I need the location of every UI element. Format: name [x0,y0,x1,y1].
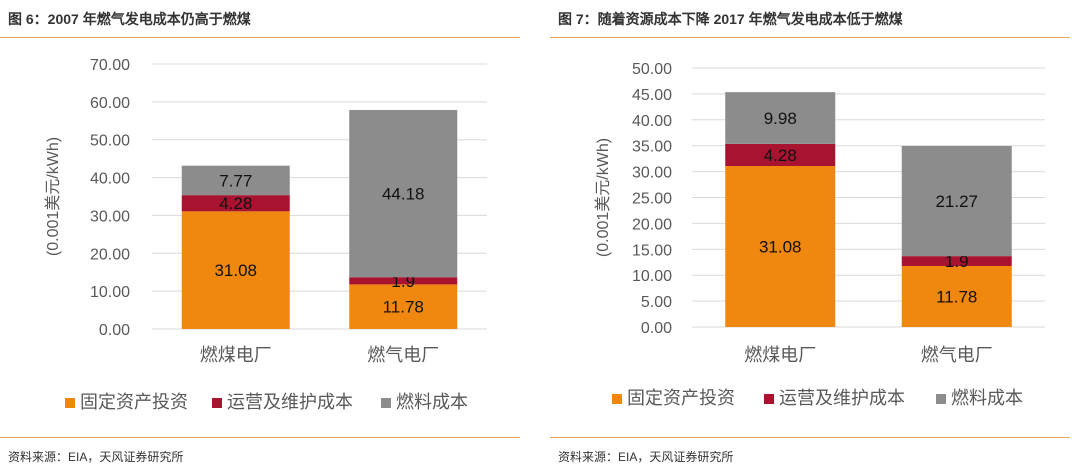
bar-segment [901,265,1012,327]
legend-swatch [381,398,391,408]
legend-entry: 固定资产投资 [80,392,188,412]
legend-swatch [212,398,222,408]
legend-swatch [764,394,774,404]
stacked-bar-chart-2017: 0.00 5.00 10.00 15.00 20.00 25.00 30.00 35.00 40… [594,61,1045,408]
y-tick-label: 10.00 [90,284,130,301]
y-tick-label: 0.00 [641,320,672,337]
bar-segment [349,277,458,285]
legend-entry: 燃料成本 [951,388,1023,408]
legend-swatch [612,394,622,404]
bar-segment [725,143,836,167]
data-label: 11.78 [383,298,424,317]
bar-segment [181,165,290,196]
y-axis-label: (0.001美元/kWh) [44,137,62,256]
data-label: 9.98 [764,109,797,128]
chart-panel-right: 图 7：随着资源成本下降 2017 年燃气发电成本低于燃煤 0.00 5.00 10… [550,0,1080,473]
source-divider [0,437,520,438]
y-tick-label: 50.00 [90,133,130,150]
x-category-label: 燃煤电厂 [744,345,816,365]
data-label: 7.77 [219,171,252,190]
stacked-bar-chart-2007: 0.00 10.00 20.00 30.00 40.00 50.00 60.00 70.00 (… [44,57,487,412]
source-note: 资料来源：EIA，天风证券研究所 [558,450,734,464]
y-tick-label: 20.00 [632,216,672,233]
data-label: 4.28 [764,146,797,165]
data-label: 31.08 [759,238,802,257]
legend-entry: 运营及维护成本 [779,388,905,408]
legend-swatch [65,398,75,408]
y-tick-label: 10.00 [632,268,672,285]
source-divider [550,437,1070,438]
bar-segment [349,109,458,278]
legend-swatch [936,394,946,404]
y-tick-label: 15.00 [632,242,672,259]
legend-entry: 运营及维护成本 [227,392,353,412]
bar-segment [901,145,1012,257]
x-category-label: 燃气电厂 [367,345,439,365]
y-tick-label: 5.00 [641,294,672,311]
data-label: 4.28 [219,194,252,213]
y-tick-label: 40.00 [632,113,672,130]
data-label: 21.27 [935,192,978,211]
y-tick-label: 25.00 [632,191,672,208]
bar-segment [725,166,836,327]
legend-entry: 燃料成本 [396,392,468,412]
x-category-label: 燃煤电厂 [200,345,272,365]
title-divider [550,37,1070,38]
bar-segment [901,256,1012,266]
y-tick-label: 35.00 [632,139,672,156]
source-note: 资料来源：EIA，天风证券研究所 [8,450,184,464]
y-tick-label: 45.00 [632,87,672,104]
y-tick-label: 20.00 [90,246,130,263]
data-label: 44.18 [382,185,425,204]
chart-title: 图 6：2007 年燃气发电成本仍高于燃煤 [8,11,251,27]
y-tick-label: 60.00 [90,95,130,112]
bar-segment [349,284,458,329]
data-label: 1.9 [945,252,969,271]
bar-segment [725,92,836,144]
bar-segment [181,211,290,329]
y-axis-label: (0.001美元/kWh) [594,138,612,257]
y-tick-label: 70.00 [90,57,130,74]
y-tick-label: 30.00 [90,208,130,225]
legend-entry: 固定资产投资 [627,388,735,408]
y-tick-label: 40.00 [90,171,130,188]
data-label: 11.78 [936,287,977,306]
chart-title: 图 7：随着资源成本下降 2017 年燃气发电成本低于燃煤 [558,11,903,27]
y-tick-label: 30.00 [632,165,672,182]
y-tick-label: 0.00 [99,322,130,339]
data-label: 31.08 [214,261,257,280]
y-tick-label: 50.00 [632,61,672,78]
bar-segment [181,195,290,212]
title-divider [0,37,520,38]
x-category-label: 燃气电厂 [921,345,993,365]
chart-panel-left: 图 6：2007 年燃气发电成本仍高于燃煤 0.00 10.00 20.00 30.0… [0,0,530,473]
